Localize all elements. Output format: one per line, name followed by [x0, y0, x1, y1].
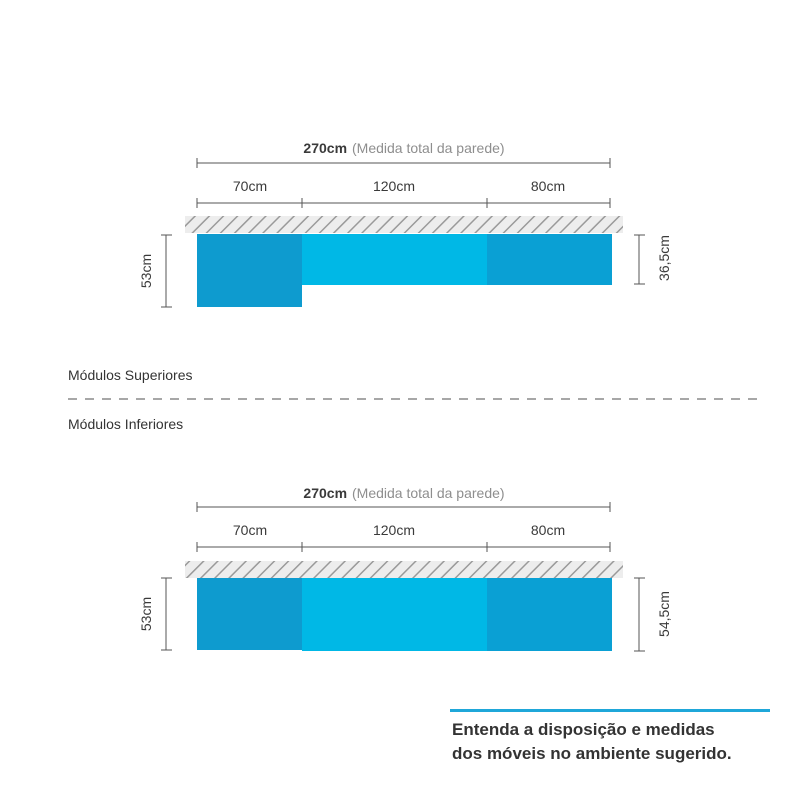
upper-wall-hatch	[185, 216, 623, 233]
lower-section-label: Módulos Inferiores	[68, 416, 184, 432]
upper-segment-dimension-line	[196, 198, 611, 208]
lower-wall-hatch	[185, 561, 623, 578]
lower-seg3-label: 80cm	[531, 522, 565, 538]
lower-total-dimension-line	[196, 502, 611, 512]
lower-module-70	[197, 578, 302, 650]
upper-left-height-label: 53cm	[138, 254, 154, 288]
upper-module-120	[302, 234, 487, 285]
caption-line-1: Entenda a disposição e medidas	[452, 720, 715, 739]
upper-section-label: Módulos Superiores	[68, 367, 193, 383]
upper-diagram: 270cm (Medida total da parede) 70cm 120cm…	[138, 140, 672, 308]
lower-seg2-label: 120cm	[373, 522, 415, 538]
upper-total-label: 270cm (Medida total da parede)	[303, 140, 504, 156]
lower-module-120	[302, 578, 487, 651]
lower-segment-dimension-line	[196, 542, 611, 552]
upper-total-dimension-line	[196, 158, 611, 168]
upper-seg3-label: 80cm	[531, 178, 565, 194]
upper-seg2-label: 120cm	[373, 178, 415, 194]
upper-module-70	[197, 234, 302, 307]
upper-seg1-label: 70cm	[233, 178, 267, 194]
upper-module-80	[487, 234, 612, 285]
caption: Entenda a disposição e medidas dos móvei…	[452, 718, 782, 766]
lower-left-height-label: 53cm	[138, 597, 154, 631]
upper-right-height-label: 36,5cm	[656, 235, 672, 281]
lower-total-label: 270cm (Medida total da parede)	[303, 485, 504, 501]
caption-line-2: dos móveis no ambiente sugerido.	[452, 744, 732, 763]
lower-diagram: 270cm (Medida total da parede) 70cm 120cm…	[138, 485, 672, 652]
lower-module-80	[487, 578, 612, 651]
caption-accent-bar	[450, 709, 770, 712]
upper-right-height-line	[634, 234, 645, 285]
lower-right-height-line	[634, 577, 645, 652]
upper-left-height-line	[161, 234, 172, 308]
lower-right-height-label: 54,5cm	[656, 591, 672, 637]
lower-seg1-label: 70cm	[233, 522, 267, 538]
lower-left-height-line	[161, 577, 172, 651]
